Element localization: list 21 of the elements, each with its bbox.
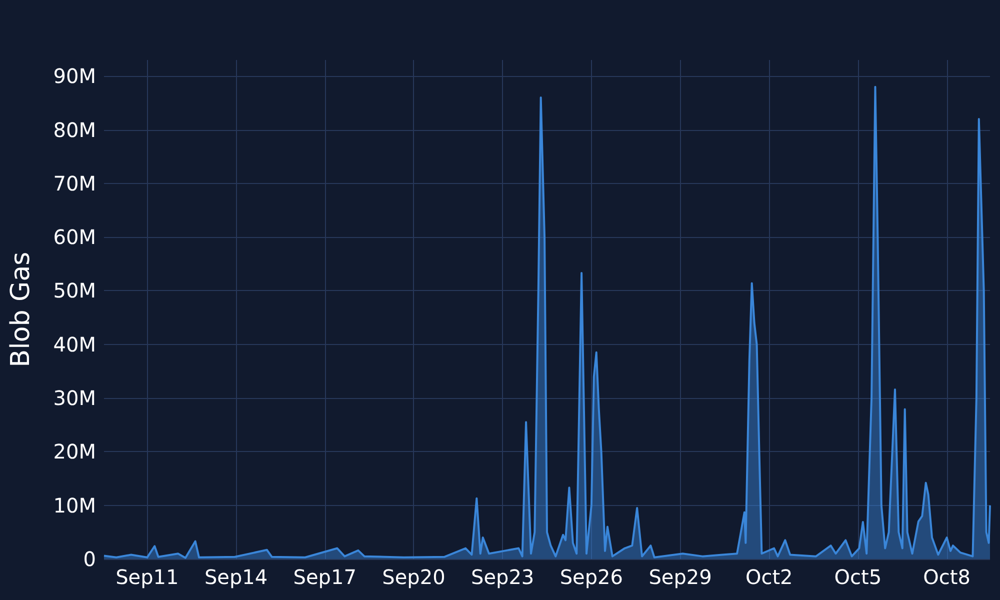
x-tick-label: Oct5	[834, 565, 882, 589]
y-tick-label: 60M	[53, 225, 96, 250]
x-tick-label: Sep14	[204, 565, 268, 589]
x-tick-label: Oct8	[923, 565, 970, 589]
x-tick-label: Sep17	[293, 565, 356, 589]
y-tick-label: 50M	[53, 278, 96, 303]
y-tick-label: 0	[83, 547, 96, 571]
y-tick-label: 40M	[53, 332, 96, 356]
x-tick-label: Sep23	[471, 565, 534, 589]
x-tick-label: Sep29	[648, 565, 712, 589]
y-tick-label: 30M	[53, 386, 96, 410]
x-tick-label: Sep11	[116, 565, 179, 589]
y-tick-label: 80M	[53, 118, 96, 142]
y-tick-label: 70M	[53, 171, 96, 196]
y-axis-title: Blob Gas	[6, 252, 36, 368]
x-tick-label: Sep26	[560, 565, 623, 589]
y-tick-label: 90M	[53, 64, 96, 88]
x-tick-label: Sep20	[382, 565, 446, 589]
y-tick-label: 20M	[53, 440, 96, 464]
y-tick-label: 10M	[53, 493, 96, 518]
x-tick-label: Oct2	[745, 565, 793, 589]
